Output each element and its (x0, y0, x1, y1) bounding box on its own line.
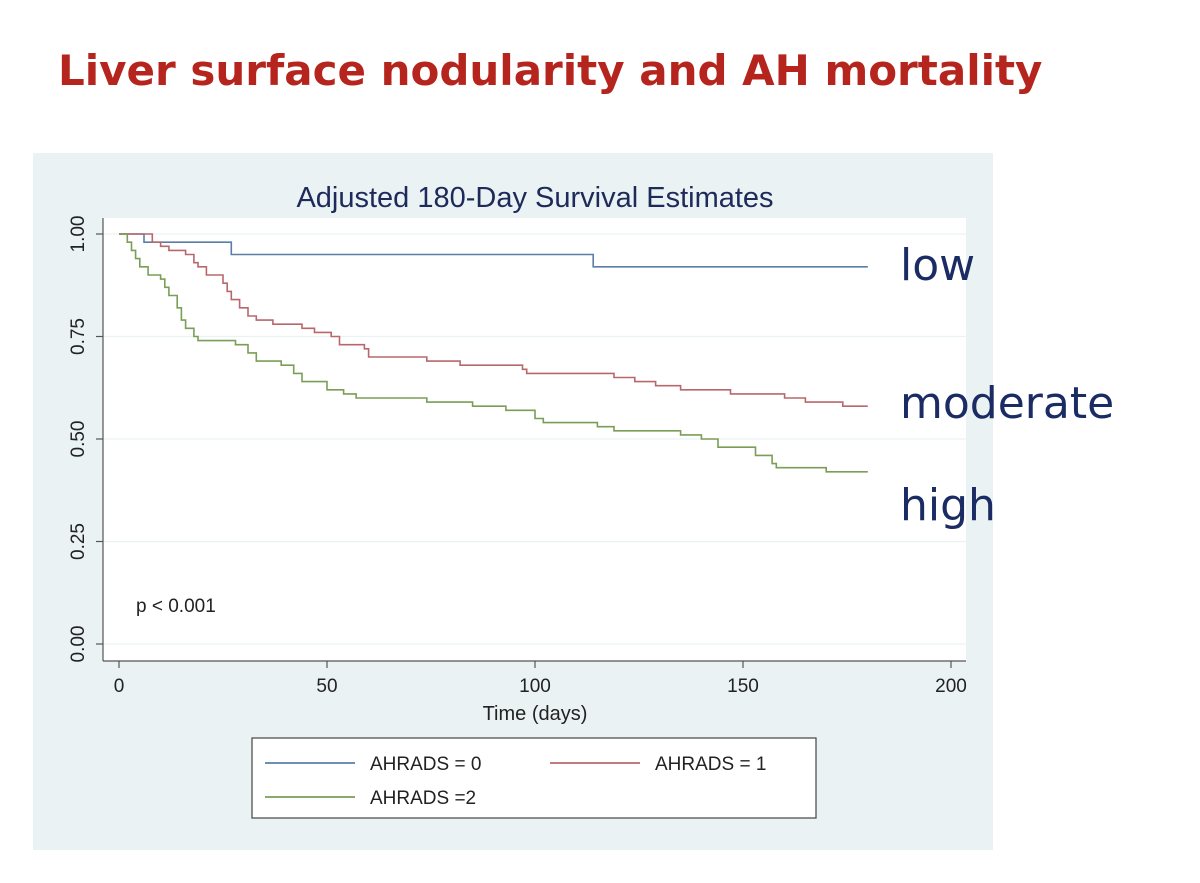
legend-label: AHRADS =2 (370, 788, 476, 809)
y-tick-label: 0.00 (68, 626, 89, 663)
y-tick-label: 0.50 (68, 421, 89, 458)
side-label-high: high (900, 480, 996, 531)
x-ticks: 0 50 100 150 200 (114, 661, 967, 697)
grid-lines (103, 233, 966, 645)
p-value-annotation: p < 0.001 (136, 596, 216, 617)
y-ticks: 0.00 0.25 0.50 0.75 1.00 (68, 216, 103, 663)
x-tick-label: 50 (316, 676, 337, 697)
x-tick-label: 100 (519, 676, 551, 697)
legend-box (251, 737, 817, 819)
series-line-ahrads-0 (119, 233, 868, 268)
x-tick-label: 0 (114, 676, 125, 697)
y-tick-label: 0.25 (68, 523, 89, 560)
slide-title: Liver surface nodularity and AH mortalit… (58, 46, 1043, 95)
legend: AHRADS = 0 AHRADS = 1 AHRADS =2 (265, 754, 766, 809)
side-label-low: low (900, 240, 976, 291)
y-tick-label: 0.75 (68, 318, 89, 355)
legend-label: AHRADS = 1 (655, 754, 766, 775)
series-line-ahrads-1 (119, 233, 868, 407)
x-axis-label: Time (days) (483, 703, 588, 725)
chart-title: Adjusted 180-Day Survival Estimates (296, 182, 773, 214)
series-lines (119, 233, 868, 473)
x-tick-label: 200 (935, 676, 967, 697)
series-line-ahrads-2 (119, 233, 868, 473)
x-tick-label: 150 (727, 676, 759, 697)
y-tick-label: 1.00 (68, 216, 89, 253)
legend-label: AHRADS = 0 (370, 754, 481, 775)
side-label-moderate: moderate (900, 378, 1115, 429)
